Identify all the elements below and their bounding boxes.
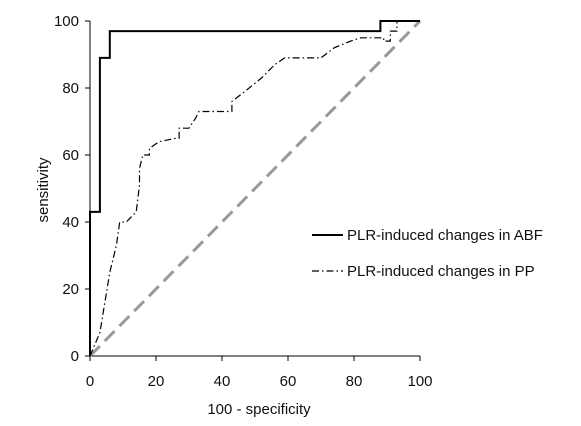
legend-pp-label: PLR-induced changes in PP [347,263,535,280]
y-tick-label: 20 [62,281,79,298]
x-tick-label: 100 [407,373,432,390]
legend-pp-entry: PLR-induced changes in PP [312,263,535,280]
legend-abf-entry: PLR-induced changes in ABF [312,227,543,244]
x-tick-label: 40 [214,373,231,390]
y-tick-label: 60 [62,147,79,164]
x-axis-title: 100 - specificity [207,401,311,418]
y-tick-label: 80 [62,80,79,97]
x-tick-label: 0 [86,373,94,390]
x-tick-label: 80 [346,373,363,390]
y-axis-title: sensitivity [35,157,52,223]
x-tick-label: 20 [148,373,165,390]
axes: 0 20 40 60 80 100 0 20 40 60 80 100 100 - specificit… [35,13,433,418]
series-abf-line [89,20,420,356]
y-tick-label: 100 [54,13,79,30]
y-tick-label: 40 [62,214,79,231]
legend: PLR-induced changes in ABF PLR-induced ch… [312,227,543,280]
reference-diagonal-line [88,19,422,358]
series-pp-line [89,20,420,357]
legend-abf-label: PLR-induced changes in ABF [347,227,543,244]
y-tick-label: 0 [71,348,79,365]
series-layer [88,19,422,358]
x-tick-label: 60 [280,373,297,390]
